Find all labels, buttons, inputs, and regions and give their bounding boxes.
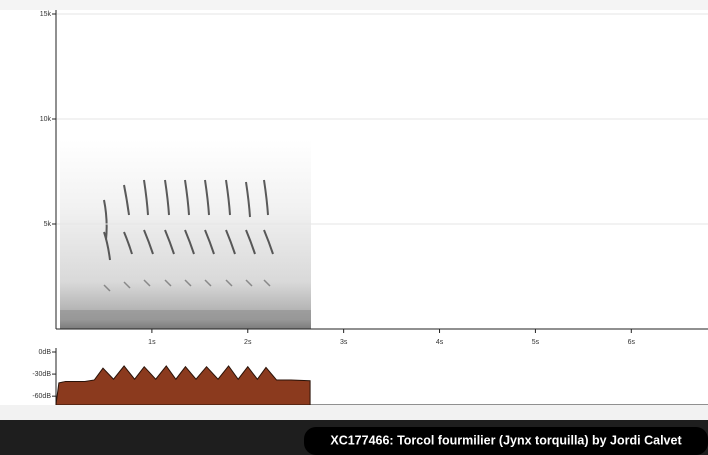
x-tick-label: 1s bbox=[148, 339, 156, 346]
x-tick-label: 3s bbox=[340, 339, 348, 346]
x-tick-label: 4s bbox=[436, 339, 444, 346]
recording-caption: XC177466: Torcol fourmilier (Jynx torqui… bbox=[330, 433, 682, 447]
x-tick-label: 6s bbox=[628, 339, 636, 346]
y-tick-label: 10k bbox=[40, 116, 52, 123]
gap-strip bbox=[0, 405, 708, 420]
y-tick-label: 0dB bbox=[39, 349, 52, 356]
x-tick-label: 5s bbox=[532, 339, 540, 346]
top-strip bbox=[0, 0, 708, 10]
y-tick-label: -60dB bbox=[32, 393, 51, 400]
y-tick-label: -30dB bbox=[32, 371, 51, 378]
y-tick-label: 15k bbox=[40, 11, 52, 18]
y-tick-label: 5k bbox=[44, 221, 52, 228]
amplitude-area bbox=[55, 365, 311, 406]
spectrogram-texture bbox=[60, 140, 311, 329]
caption-pill bbox=[304, 427, 708, 455]
x-tick-label: 2s bbox=[244, 339, 252, 346]
